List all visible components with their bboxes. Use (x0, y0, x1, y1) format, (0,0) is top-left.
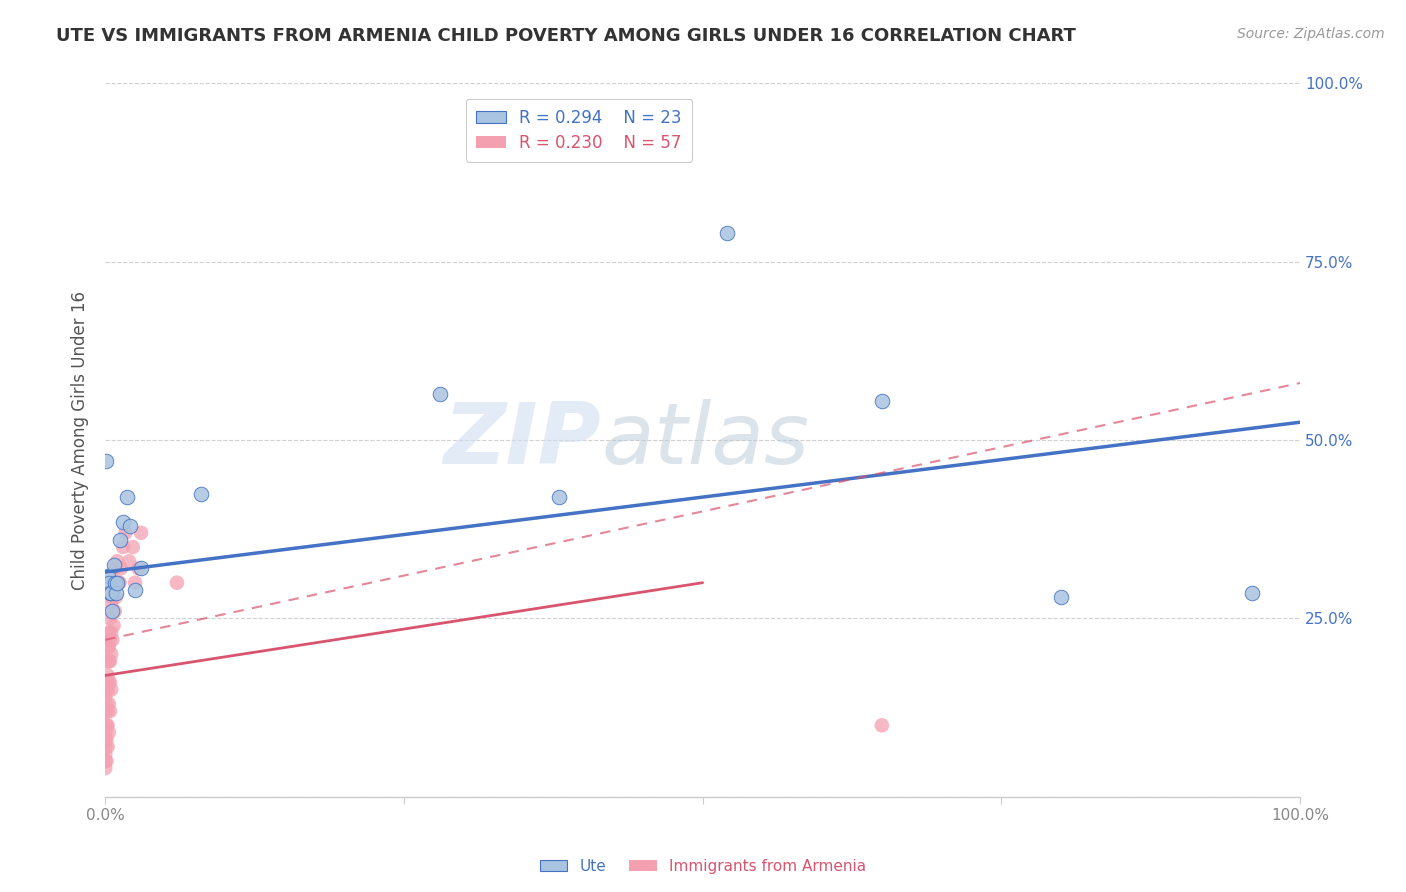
Point (716, 226, 738, 240)
Point (96, 454, 118, 468)
Point (115, 490, 138, 504)
Point (94, 704, 117, 718)
Point (94, 747, 117, 761)
Point (98, 675, 121, 690)
Point (97, 682, 120, 697)
Point (870, 393, 893, 408)
Legend: R = 0.294    N = 23, R = 0.230    N = 57: R = 0.294 N = 23, R = 0.230 N = 57 (465, 99, 692, 161)
Point (190, 486, 212, 500)
Point (1241, 586, 1264, 600)
Point (97, 739, 120, 754)
Point (104, 604, 127, 618)
Point (98, 586, 121, 600)
Point (429, 386, 451, 401)
Point (98, 704, 121, 718)
Point (101, 590, 124, 604)
Point (108, 575, 131, 590)
Point (97, 640, 120, 654)
Point (129, 525, 152, 540)
Point (105, 575, 128, 590)
Point (100, 625, 122, 640)
Point (96, 732, 118, 747)
Point (103, 558, 125, 572)
Point (124, 575, 146, 590)
Point (97, 675, 120, 690)
Point (97, 575, 120, 590)
Point (870, 718, 893, 732)
Point (105, 554, 128, 568)
Point (120, 518, 142, 533)
Point (94, 754, 117, 768)
Point (94, 761, 117, 775)
Point (94, 725, 117, 739)
Text: Source: ZipAtlas.com: Source: ZipAtlas.com (1237, 27, 1385, 41)
Point (97, 704, 120, 718)
Point (97, 697, 120, 711)
Point (104, 586, 127, 600)
Point (97, 654, 120, 668)
Point (104, 561, 127, 575)
Point (110, 561, 132, 575)
Point (101, 632, 124, 647)
Point (97, 640, 120, 654)
Point (96, 754, 118, 768)
Point (94, 690, 117, 704)
Point (128, 561, 150, 575)
Point (101, 604, 124, 618)
Point (98, 632, 121, 647)
Point (100, 682, 122, 697)
Point (96, 697, 118, 711)
Point (103, 618, 125, 632)
Point (100, 597, 122, 611)
Point (97, 725, 120, 739)
Point (96, 675, 118, 690)
Point (96, 682, 118, 697)
Point (96, 718, 118, 732)
Point (129, 561, 152, 575)
Point (97, 718, 120, 732)
Point (97, 625, 120, 640)
Point (118, 554, 141, 568)
Point (103, 582, 125, 597)
Point (124, 582, 146, 597)
Text: atlas: atlas (600, 399, 808, 482)
Point (112, 515, 135, 529)
Y-axis label: Child Poverty Among Girls Under 16: Child Poverty Among Girls Under 16 (72, 291, 89, 590)
Point (1050, 590, 1073, 604)
Point (94, 739, 117, 754)
Point (114, 525, 136, 540)
Point (108, 533, 131, 547)
Legend: Ute, Immigrants from Armenia: Ute, Immigrants from Armenia (534, 853, 872, 880)
Text: ZIP: ZIP (443, 399, 600, 482)
Point (97, 654, 120, 668)
Point (104, 575, 127, 590)
Point (100, 586, 122, 600)
Point (94, 732, 117, 747)
Point (98, 611, 121, 625)
Point (97, 668, 120, 682)
Point (104, 590, 127, 604)
Point (94, 718, 117, 732)
Point (548, 490, 571, 504)
Point (97, 568, 120, 582)
Point (112, 540, 135, 554)
Point (121, 540, 143, 554)
Point (107, 575, 129, 590)
Point (98, 654, 121, 668)
Text: UTE VS IMMIGRANTS FROM ARMENIA CHILD POVERTY AMONG GIRLS UNDER 16 CORRELATION CH: UTE VS IMMIGRANTS FROM ARMENIA CHILD POV… (56, 27, 1076, 45)
Point (166, 575, 188, 590)
Point (100, 647, 122, 661)
